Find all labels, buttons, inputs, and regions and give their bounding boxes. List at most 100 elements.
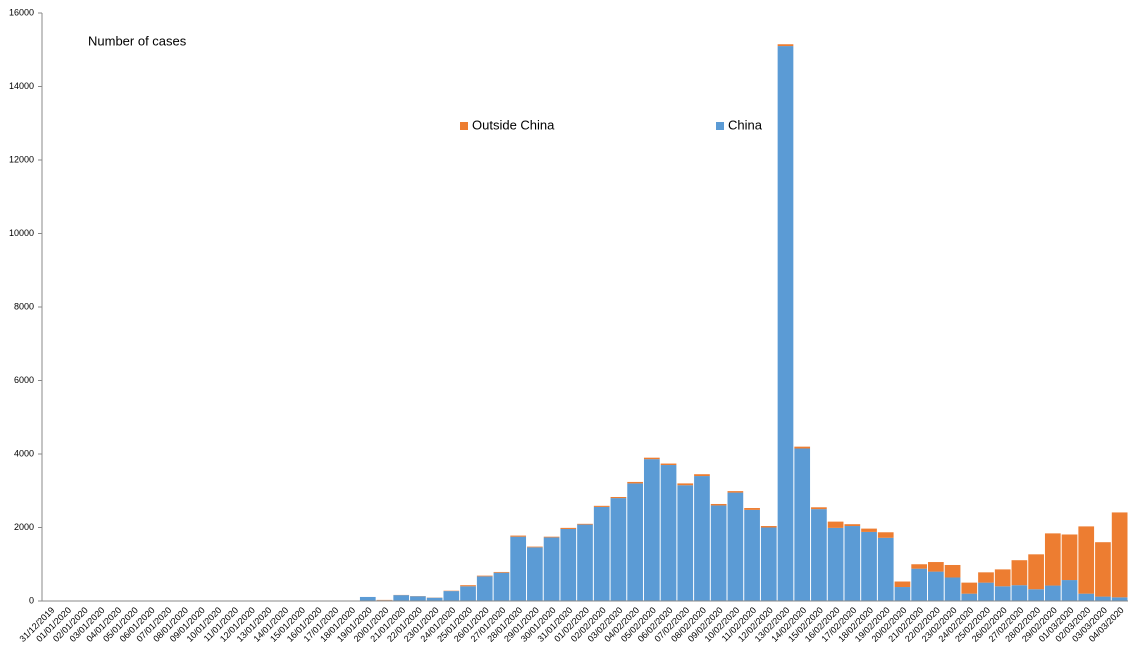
y-tick-label: 10000 — [9, 228, 34, 238]
bar-segment — [961, 582, 978, 594]
bar-segment — [777, 46, 794, 601]
bar-segment — [543, 536, 560, 538]
bar-segment — [794, 446, 811, 449]
y-tick-label: 4000 — [14, 448, 34, 458]
bar-segment — [978, 582, 994, 601]
bar-segment — [827, 521, 844, 528]
bar-segment — [727, 491, 744, 493]
bar-segment — [961, 593, 978, 601]
bar-segment — [560, 528, 577, 601]
bar-segment — [493, 571, 510, 573]
bar-segment — [1111, 597, 1128, 601]
bar-segment — [577, 523, 593, 525]
bar-segment — [460, 586, 476, 601]
bar-segment — [527, 547, 543, 601]
bar-segment — [1011, 560, 1028, 586]
bar-segment — [1095, 596, 1111, 601]
bar-segment — [777, 44, 794, 47]
legend-label: Outside China — [472, 117, 555, 132]
y-tick-label: 16000 — [9, 7, 34, 17]
bar-segment — [443, 591, 460, 601]
bar-segment — [827, 527, 844, 601]
bar-segment — [1078, 593, 1095, 601]
bar-segment — [944, 564, 961, 578]
bar-segment — [811, 509, 827, 601]
bar-segment — [359, 596, 376, 601]
bar-segment — [593, 506, 610, 601]
bar-segment — [610, 498, 627, 601]
chart-title: Number of cases — [88, 33, 187, 48]
bar-segment — [928, 562, 944, 572]
bar-segment — [1028, 589, 1044, 601]
bar-segment — [994, 586, 1011, 601]
bar-segment — [911, 568, 928, 601]
bar-segment — [1028, 554, 1044, 590]
bar-segment — [476, 576, 493, 601]
bar-segment — [861, 528, 877, 532]
bar-segment — [794, 448, 811, 601]
legend-label: China — [728, 117, 763, 132]
bar-segment — [677, 485, 694, 601]
bar-segment — [894, 581, 911, 588]
bar-segment — [944, 577, 961, 601]
bar-segment — [1044, 533, 1061, 586]
bar-segment — [410, 596, 426, 601]
bar-segment — [493, 572, 510, 601]
bar-segment — [460, 585, 476, 587]
bar-segment — [643, 457, 660, 460]
bar-segment — [694, 474, 710, 477]
bar-segment — [610, 496, 627, 499]
bar-segment — [393, 595, 410, 601]
bar-segment — [677, 483, 694, 486]
bar-segment — [894, 587, 911, 601]
bar-segment — [710, 503, 727, 506]
y-tick-label: 12000 — [9, 154, 34, 164]
y-tick-label: 6000 — [14, 375, 34, 385]
bar-segment — [510, 535, 527, 537]
bar-segment — [660, 463, 677, 466]
bar-segment — [744, 509, 760, 601]
bar-segment — [426, 597, 443, 601]
bar-segment — [593, 505, 610, 507]
legend-swatch — [460, 122, 468, 130]
bar-segment — [844, 526, 861, 601]
bar-segment — [877, 537, 894, 601]
bar-segment — [861, 531, 877, 601]
y-tick-label: 14000 — [9, 81, 34, 91]
bar-segment — [1061, 580, 1078, 601]
bar-segment — [928, 571, 944, 601]
bar-segment — [877, 532, 894, 538]
bar-segment — [627, 481, 643, 484]
bar-segment — [744, 508, 760, 510]
bar-segment — [527, 546, 543, 548]
bar-segment — [911, 564, 928, 569]
legend-swatch — [716, 122, 724, 130]
bar-segment — [710, 505, 727, 601]
bar-segment — [1011, 585, 1028, 601]
bar-segment — [643, 459, 660, 601]
y-tick-label: 8000 — [14, 301, 34, 311]
y-tick-label: 2000 — [14, 522, 34, 532]
bar-segment — [1044, 585, 1061, 601]
bar-segment — [994, 569, 1011, 587]
bar-segment — [560, 527, 577, 529]
bar-segment — [694, 476, 710, 601]
bar-segment — [978, 572, 994, 583]
bar-segment — [811, 507, 827, 510]
bar-segment — [1095, 542, 1111, 597]
bar-segment — [727, 492, 744, 601]
bar-segment — [1111, 512, 1128, 598]
y-tick-label: 0 — [29, 595, 34, 605]
bar-segment — [510, 536, 527, 601]
bar-segment — [476, 575, 493, 577]
bar-segment — [627, 483, 643, 601]
bar-segment — [1061, 534, 1078, 581]
bar-segment — [543, 537, 560, 601]
bar-segment — [577, 524, 593, 601]
bar-segment — [660, 465, 677, 601]
bar-segment — [760, 526, 777, 528]
bar-segment — [760, 527, 777, 601]
bar-segment — [1078, 526, 1095, 594]
bar-segment — [844, 524, 861, 527]
